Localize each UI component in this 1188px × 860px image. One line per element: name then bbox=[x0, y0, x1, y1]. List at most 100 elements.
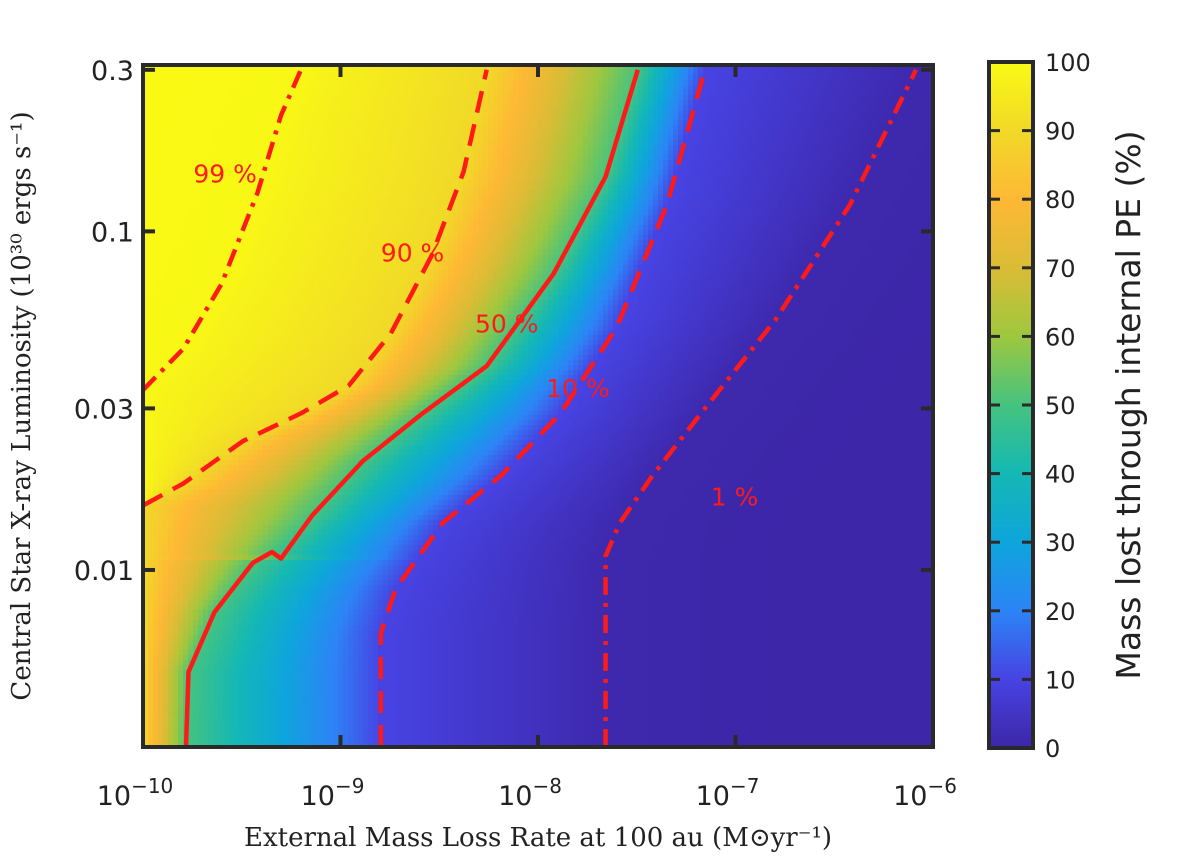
heatmap-cell bbox=[713, 80, 719, 86]
heatmap-cell bbox=[838, 70, 844, 76]
heatmap-cell bbox=[293, 95, 299, 101]
heatmap-cell bbox=[838, 75, 844, 81]
heatmap-cell bbox=[453, 80, 459, 86]
heatmap-cell bbox=[158, 105, 164, 111]
heatmap-cell bbox=[658, 70, 664, 76]
heatmap-cell bbox=[568, 95, 574, 101]
heatmap-cell bbox=[373, 85, 379, 91]
heatmap-cell bbox=[598, 90, 604, 96]
heatmap-cell bbox=[703, 95, 709, 101]
heatmap-cell bbox=[803, 70, 809, 76]
heatmap-cell bbox=[458, 115, 464, 121]
heatmap-cell bbox=[303, 120, 309, 126]
heatmap-cell bbox=[153, 90, 159, 96]
heatmap-cell bbox=[188, 90, 194, 96]
heatmap-cell bbox=[568, 110, 574, 116]
heatmap-cell bbox=[303, 85, 309, 91]
heatmap-cell bbox=[808, 90, 814, 96]
heatmap-cell bbox=[398, 115, 404, 121]
heatmap-cell bbox=[273, 105, 279, 111]
heatmap-cell bbox=[883, 100, 889, 106]
heatmap-cell bbox=[643, 70, 649, 76]
heatmap-cell bbox=[573, 105, 579, 111]
heatmap-cell bbox=[683, 85, 689, 91]
heatmap-cell bbox=[508, 90, 514, 96]
heatmap-cell bbox=[648, 110, 654, 116]
heatmap-cell bbox=[378, 120, 384, 126]
heatmap-cell bbox=[903, 115, 909, 121]
heatmap-cell bbox=[503, 80, 509, 86]
heatmap-cell bbox=[488, 90, 494, 96]
heatmap-cell bbox=[223, 110, 229, 116]
heatmap-cell bbox=[218, 115, 224, 121]
heatmap-cell bbox=[708, 100, 714, 106]
heatmap-cell bbox=[563, 120, 569, 126]
heatmap-cell bbox=[603, 95, 609, 101]
heatmap-cell bbox=[923, 80, 929, 86]
heatmap-cell bbox=[868, 95, 874, 101]
heatmap-cell bbox=[173, 125, 179, 131]
heatmap-cell bbox=[303, 90, 309, 96]
heatmap-cell bbox=[728, 70, 734, 76]
heatmap-cell bbox=[723, 95, 729, 101]
heatmap-cell bbox=[418, 105, 424, 111]
heatmap-cell bbox=[523, 95, 529, 101]
heatmap-cell bbox=[288, 105, 294, 111]
heatmap-cell bbox=[553, 95, 559, 101]
heatmap-cell bbox=[888, 75, 894, 81]
heatmap-cell bbox=[408, 95, 414, 101]
heatmap-cell bbox=[253, 110, 259, 116]
heatmap-cell bbox=[913, 90, 919, 96]
heatmap-cell bbox=[383, 110, 389, 116]
heatmap-cell bbox=[673, 110, 679, 116]
heatmap-cell bbox=[538, 105, 544, 111]
heatmap-cell bbox=[268, 95, 274, 101]
heatmap-cell bbox=[838, 95, 844, 101]
heatmap-cell bbox=[263, 90, 269, 96]
heatmap-cell bbox=[288, 120, 294, 126]
heatmap-cell bbox=[348, 75, 354, 81]
heatmap-cell bbox=[598, 70, 604, 76]
heatmap-cell bbox=[668, 120, 674, 126]
heatmap-cell bbox=[803, 125, 809, 131]
heatmap-cell bbox=[568, 105, 574, 111]
heatmap-cell bbox=[448, 100, 454, 106]
heatmap-cell bbox=[423, 70, 429, 76]
heatmap-cell bbox=[848, 120, 854, 126]
heatmap-cell bbox=[178, 90, 184, 96]
heatmap-cell bbox=[893, 120, 899, 126]
heatmap-cell bbox=[203, 85, 209, 91]
heatmap-cell bbox=[393, 85, 399, 91]
heatmap-cell bbox=[608, 95, 614, 101]
heatmap-cell bbox=[548, 120, 554, 126]
heatmap-cell bbox=[248, 125, 254, 131]
heatmap-cell bbox=[368, 125, 374, 131]
heatmap-cell bbox=[908, 125, 914, 131]
heatmap-cell bbox=[448, 115, 454, 121]
heatmap-cell bbox=[818, 75, 824, 81]
heatmap-cell bbox=[523, 125, 529, 131]
heatmap-cell bbox=[923, 110, 929, 116]
heatmap-cell bbox=[918, 90, 924, 96]
heatmap-cell bbox=[183, 100, 189, 106]
heatmap-cell bbox=[518, 75, 524, 81]
heatmap-cell bbox=[548, 105, 554, 111]
heatmap-cell bbox=[328, 120, 334, 126]
heatmap-cell bbox=[853, 80, 859, 86]
heatmap-cell bbox=[438, 85, 444, 91]
heatmap-cell bbox=[218, 120, 224, 126]
heatmap-cell bbox=[923, 75, 929, 81]
heatmap-cell bbox=[888, 80, 894, 86]
heatmap-cell bbox=[183, 110, 189, 116]
heatmap-cell bbox=[523, 85, 529, 91]
heatmap-cell bbox=[373, 120, 379, 126]
heatmap-field bbox=[143, 65, 934, 751]
heatmap-cell bbox=[153, 75, 159, 81]
heatmap-cell bbox=[213, 120, 219, 126]
heatmap-cell bbox=[843, 75, 849, 81]
heatmap-cell bbox=[798, 120, 804, 126]
heatmap-cell bbox=[388, 75, 394, 81]
heatmap-cell bbox=[278, 125, 284, 131]
heatmap-cell bbox=[658, 105, 664, 111]
heatmap-cell bbox=[168, 90, 174, 96]
